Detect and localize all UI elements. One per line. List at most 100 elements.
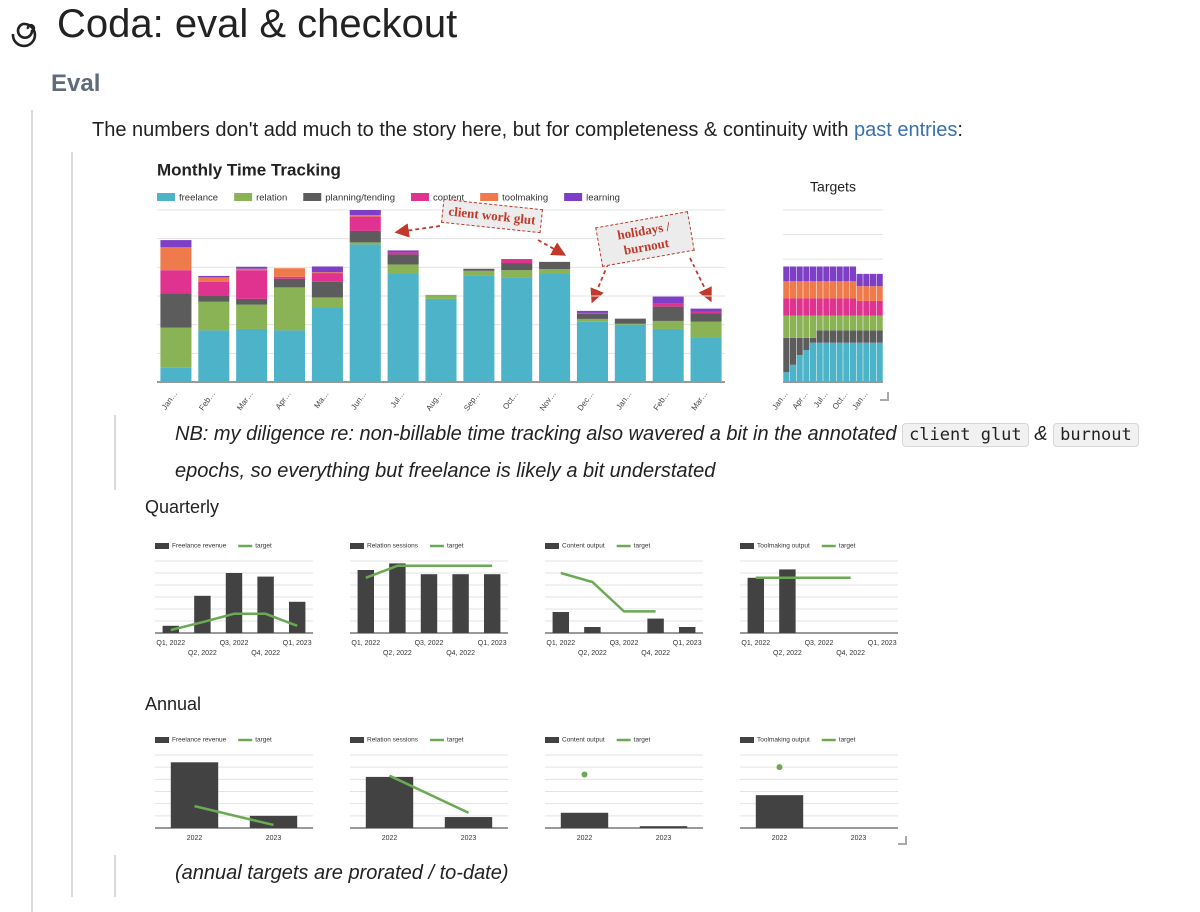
link[interactable]: past entries	[854, 119, 958, 141]
x-tick-label: Q2, 2022	[578, 650, 607, 657]
bar-segment	[501, 259, 533, 264]
legend-swatch	[303, 193, 322, 201]
code: client glut	[902, 423, 1029, 447]
bar-segment	[236, 304, 268, 329]
legend-label: Freelance revenue	[172, 543, 227, 550]
bar	[678, 627, 696, 633]
bar-segment	[425, 298, 457, 382]
bar-segment	[869, 315, 877, 331]
bar-segment	[849, 342, 857, 382]
bar	[639, 826, 688, 828]
legend-swatch	[155, 737, 169, 743]
bar	[452, 574, 469, 633]
bar-segment	[789, 315, 797, 338]
bar-segment	[690, 313, 722, 322]
bar-segment	[690, 311, 722, 314]
x-tick-label: 2022	[577, 835, 593, 842]
x-tick-label: Q1, 2022	[351, 640, 380, 647]
bar-segment	[849, 281, 857, 299]
bar-segment	[198, 275, 230, 278]
x-tick-label: Q1, 2023	[673, 640, 702, 647]
bar-segment	[236, 266, 268, 269]
legend-label: target	[634, 737, 651, 744]
bar-segment	[236, 268, 268, 271]
bar-segment	[501, 270, 533, 278]
bar-segment	[539, 273, 571, 382]
bar-segment	[160, 327, 192, 368]
chart-title: Monthly Time Tracking	[157, 160, 341, 179]
annotation-arrows	[394, 223, 712, 304]
x-tick-label: Q2, 2022	[773, 650, 802, 657]
legend-swatch	[545, 737, 559, 743]
x-tick-label: Q2, 2022	[188, 650, 217, 657]
x-tick-label: Sep…	[462, 389, 482, 412]
bar-segment	[576, 321, 608, 382]
x-tick-label: Feb…	[652, 389, 672, 412]
bar-segment	[856, 286, 863, 301]
bar-segment	[463, 268, 495, 271]
bar	[225, 573, 243, 633]
x-tick-label: Jan…	[850, 389, 869, 411]
bar-segment	[274, 287, 306, 331]
bar-segment	[614, 323, 646, 325]
x-tick-label: Q3, 2022	[415, 640, 444, 647]
bar-segment	[387, 252, 419, 255]
bar-segment	[823, 330, 830, 343]
legend-swatch	[350, 543, 364, 549]
bar-segment	[869, 330, 877, 343]
paragraph: The numbers don't add much to the story …	[92, 119, 963, 142]
x-tick-label: Jan…	[614, 389, 633, 411]
bar-segment	[823, 342, 830, 382]
x-tick-label: Oct…	[831, 389, 850, 411]
bar-segment	[823, 315, 830, 331]
bar-segment	[463, 270, 495, 276]
x-tick-label: Jun…	[349, 389, 368, 411]
target-point	[581, 771, 588, 778]
bar-segment	[789, 364, 797, 382]
bar-segment	[576, 313, 608, 319]
bar-segment	[690, 337, 722, 382]
bar-segment	[652, 303, 684, 307]
bar-segment	[274, 276, 306, 279]
x-tick-label: 2022	[772, 835, 788, 842]
legend-label: target	[839, 737, 856, 744]
section-title: Eval	[51, 70, 101, 97]
target-line	[194, 804, 274, 827]
legend-swatch	[564, 193, 583, 201]
legend-label: target	[447, 737, 464, 744]
bar	[747, 577, 765, 633]
bar-segment	[869, 300, 877, 316]
legend-label: toolmaking	[502, 193, 548, 204]
x-tick-label: Q2, 2022	[383, 650, 412, 657]
legend-swatch	[480, 193, 499, 201]
bar	[249, 815, 298, 828]
text: The numbers don't add much to the story …	[92, 119, 854, 141]
bar-segment	[387, 250, 419, 253]
legend-swatch	[411, 193, 429, 201]
bar-segment	[311, 297, 343, 308]
spiral-icon	[11, 22, 37, 48]
bar-segment	[425, 294, 457, 299]
legend-label: Toolmaking output	[757, 543, 810, 550]
bar-segment	[843, 342, 850, 382]
bar-segment	[796, 337, 803, 355]
heading: Annual	[145, 694, 202, 714]
bar-segment	[856, 330, 863, 343]
bar-segment	[816, 315, 823, 331]
bar	[194, 595, 211, 633]
bar-segment	[652, 328, 684, 382]
x-tick-label: Jul…	[389, 389, 407, 409]
bar-segment	[796, 354, 803, 382]
legend-label: Content output	[562, 543, 605, 550]
x-tick-label: Q1, 2023	[283, 640, 312, 647]
bar-segment	[863, 286, 870, 301]
legend-label: target	[839, 543, 856, 550]
bar-segment	[816, 330, 823, 343]
bar-segment	[823, 298, 830, 316]
bar-segment	[809, 342, 817, 382]
bar-segment	[349, 244, 381, 382]
bar-segment	[789, 298, 797, 316]
x-tick-label: 2023	[266, 835, 282, 842]
bar	[444, 817, 493, 828]
bar-segment	[863, 273, 870, 287]
